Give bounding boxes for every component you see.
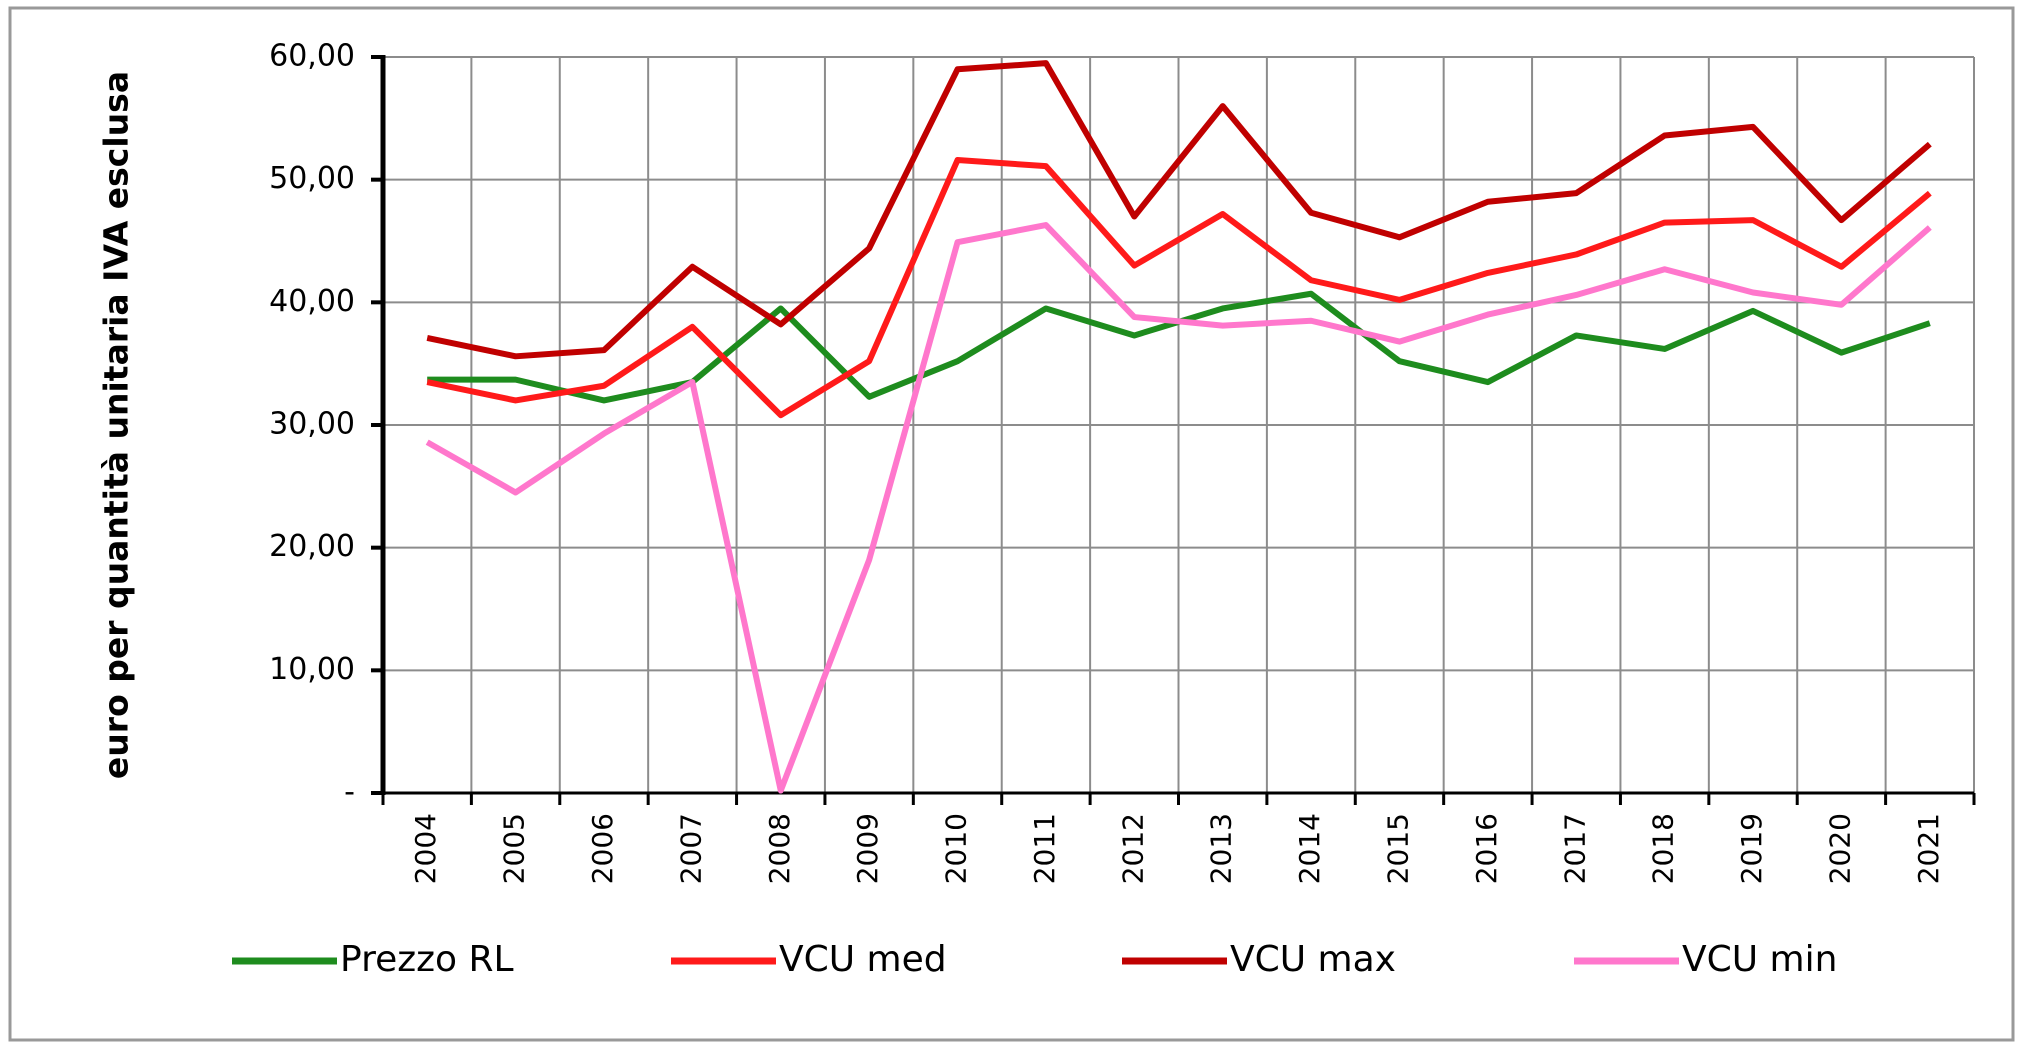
legend-label: Prezzo RL: [340, 939, 514, 980]
y-tick-label: 50,00: [269, 161, 355, 196]
y-tick-label: 60,00: [269, 39, 355, 74]
x-tick-label: 2021: [1912, 813, 1945, 884]
y-tick-label: 30,00: [269, 407, 355, 442]
x-tick-label: 2005: [498, 813, 531, 884]
series-line: [425, 222, 1932, 794]
y-tick-label: 10,00: [269, 652, 355, 687]
x-tick-label: 2013: [1205, 813, 1238, 884]
x-tick-label: 2020: [1823, 813, 1856, 884]
legend-label: VCU max: [1230, 939, 1396, 980]
x-tick-label: 2004: [409, 813, 442, 884]
x-tick-label: 2017: [1558, 813, 1591, 884]
x-tick-label: 2007: [674, 813, 707, 884]
x-tick-label: 2006: [586, 813, 619, 884]
x-tick-label: 2016: [1470, 813, 1503, 884]
x-tick-label: 2009: [851, 813, 884, 884]
x-tick-label: 2015: [1381, 813, 1414, 884]
y-tick-label: 40,00: [269, 284, 355, 319]
y-tick-label: 20,00: [269, 529, 355, 564]
x-tick-label: 2010: [940, 813, 973, 884]
legend-label: VCU med: [779, 939, 947, 980]
y-tick-label: -: [344, 775, 355, 810]
y-axis-label: euro per quantità unitaria IVA esclusa: [97, 71, 136, 779]
x-tick-label: 2012: [1116, 813, 1149, 884]
x-tick-label: 2019: [1735, 813, 1768, 884]
x-tick-label: 2008: [763, 813, 796, 884]
legend-label: VCU min: [1682, 939, 1837, 980]
series-line: [426, 157, 1932, 419]
x-tick-label: 2018: [1647, 813, 1680, 884]
series-line: [426, 60, 1932, 360]
x-tick-label: 2014: [1293, 813, 1326, 884]
x-tick-label: 2011: [1028, 813, 1061, 884]
